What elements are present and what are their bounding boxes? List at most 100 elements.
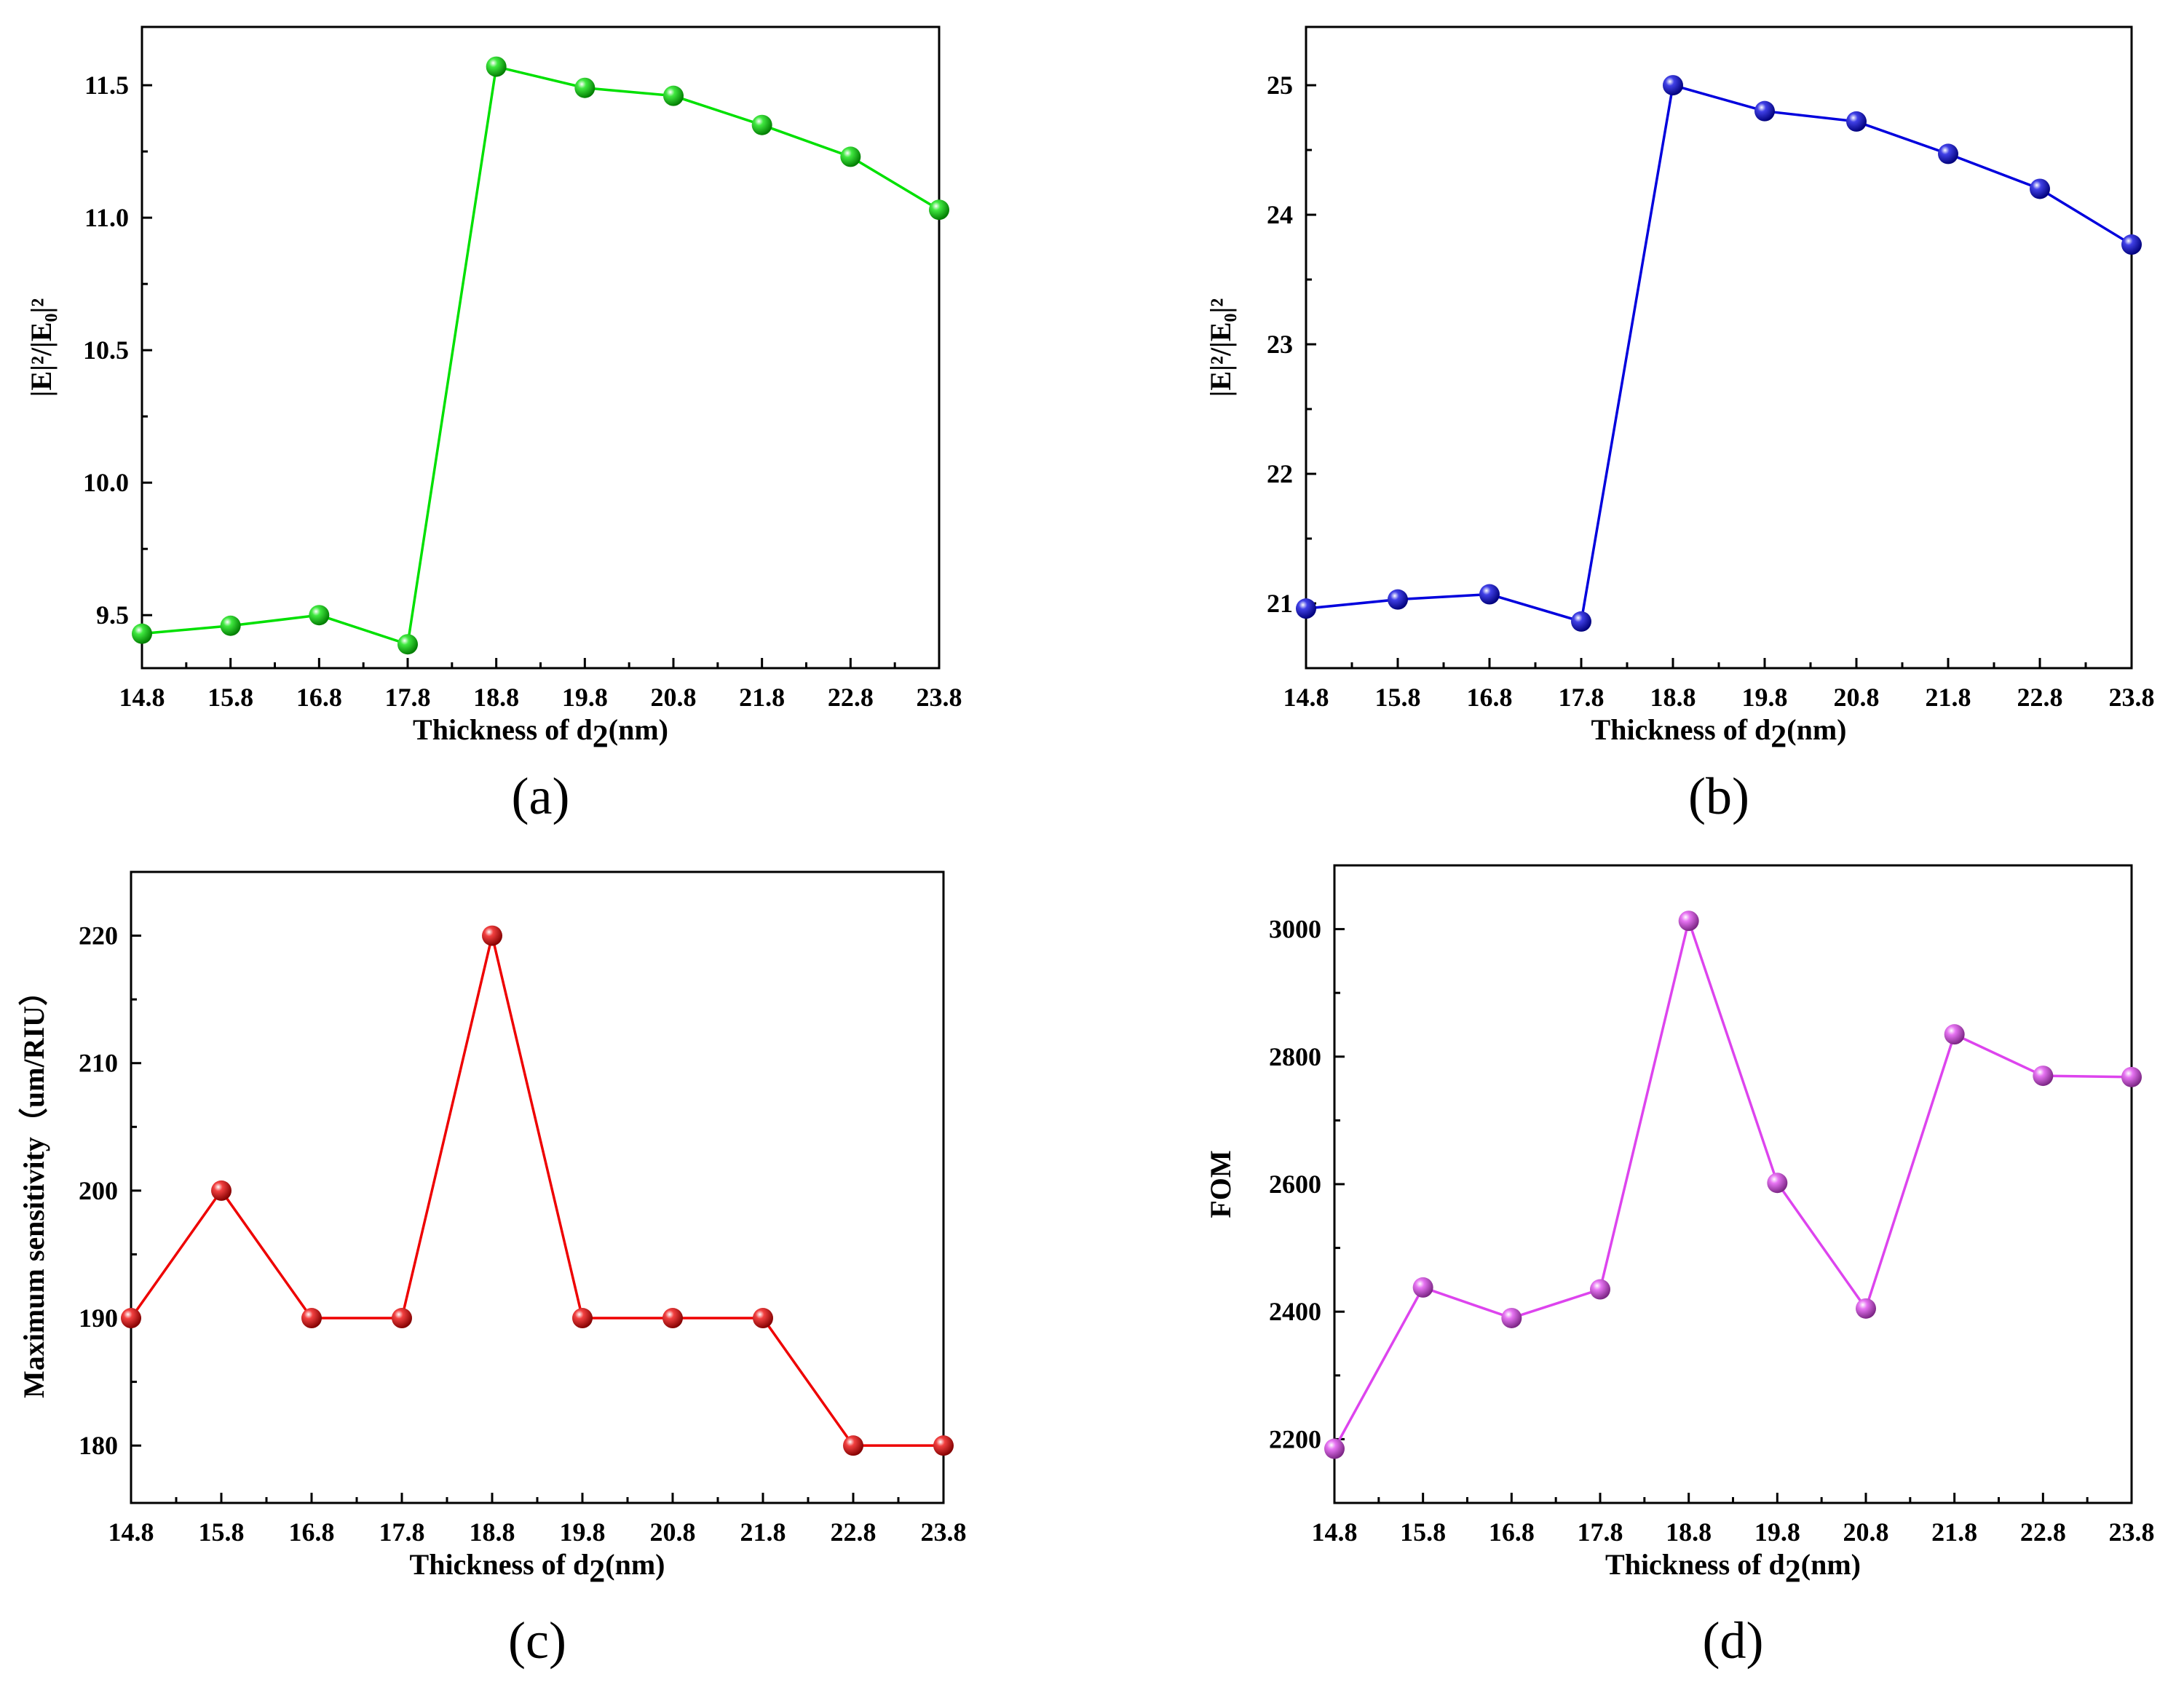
y-tick-label: 24 xyxy=(1267,200,1293,229)
x-tick-label: 17.8 xyxy=(385,683,431,712)
x-tick-label: 22.8 xyxy=(831,1517,877,1547)
data-point xyxy=(482,925,502,946)
data-point xyxy=(2121,234,2142,255)
x-tick-label: 18.8 xyxy=(470,1517,515,1547)
x-tick-label: 17.8 xyxy=(379,1517,425,1547)
data-point xyxy=(1767,1173,1788,1194)
x-tick-label: 19.8 xyxy=(560,1517,606,1547)
x-tick-label: 21.8 xyxy=(740,1517,786,1547)
x-tick-label: 23.8 xyxy=(917,683,962,712)
data-point xyxy=(1856,1298,1876,1319)
data-point xyxy=(933,1435,954,1456)
x-tick-label: 21.8 xyxy=(1931,1517,1977,1547)
x-tick-label: 15.8 xyxy=(1400,1517,1446,1547)
x-tick-label: 23.8 xyxy=(2109,1517,2155,1547)
data-point xyxy=(574,77,596,98)
data-point xyxy=(132,623,152,644)
x-tick-label: 16.8 xyxy=(296,683,342,712)
x-tick-label: 14.8 xyxy=(108,1517,154,1547)
plot-frame xyxy=(130,870,945,1504)
x-tick-label: 17.8 xyxy=(1578,1517,1623,1547)
data-point xyxy=(572,1308,593,1329)
series-line xyxy=(130,935,943,1447)
y-tick-label: 210 xyxy=(79,1049,118,1078)
data-point xyxy=(1846,111,1867,132)
data-point xyxy=(843,1435,863,1456)
data-point xyxy=(392,1308,412,1329)
data-point xyxy=(751,114,772,135)
x-tick-label: 18.8 xyxy=(473,683,519,712)
x-tick-label: 19.8 xyxy=(562,683,608,712)
data-point xyxy=(309,605,330,626)
data-point xyxy=(1590,1279,1610,1300)
data-point xyxy=(1324,1438,1345,1459)
x-tick-label: 18.8 xyxy=(1650,683,1696,712)
x-axis-label: Thickness of d2(nm) xyxy=(1591,713,1847,754)
y-tick-label: 22 xyxy=(1267,459,1293,488)
data-point xyxy=(2033,1066,2054,1087)
plot-frame xyxy=(1305,25,2133,670)
panel-label: (d) xyxy=(1703,1611,1764,1670)
y-tick-label: 180 xyxy=(79,1431,118,1460)
y-tick-label: 200 xyxy=(79,1176,118,1205)
series-line xyxy=(1333,916,2132,1450)
x-tick-label: 16.8 xyxy=(1489,1517,1535,1547)
x-tick-label: 20.8 xyxy=(1843,1517,1889,1547)
y-tick-label: 21 xyxy=(1267,589,1293,618)
y-tick-label: 11.0 xyxy=(84,203,129,232)
x-tick-label: 15.8 xyxy=(199,1517,245,1547)
x-tick-label: 21.8 xyxy=(739,683,785,712)
data-point xyxy=(2030,178,2050,199)
data-point xyxy=(929,199,949,221)
y-tick-label: 2600 xyxy=(1269,1170,1321,1199)
data-point xyxy=(121,1308,141,1329)
y-tick-label: 10.5 xyxy=(83,336,129,365)
data-point xyxy=(2121,1066,2142,1087)
x-tick-label: 23.8 xyxy=(2109,683,2155,712)
panel-b: 14.8 15.8 16.8 17.8 18.8 19.8 20.8 21.8 22.8 23.8… xyxy=(1204,25,2155,825)
data-point xyxy=(220,615,241,636)
x-tick-label: 19.8 xyxy=(1742,683,1788,712)
y-tick-label: 9.5 xyxy=(96,600,129,630)
x-tick-label: 19.8 xyxy=(1754,1517,1800,1547)
data-point xyxy=(662,1308,683,1329)
x-axis-label: Thickness of d2(nm) xyxy=(413,713,668,754)
x-tick-label: 22.8 xyxy=(2020,1517,2066,1547)
panel-d: 14.8 15.8 16.8 17.8 18.8 19.8 20.8 21.8 22.8 23.8… xyxy=(1204,864,2155,1670)
y-tick-label: 2800 xyxy=(1269,1042,1321,1071)
data-point xyxy=(486,56,507,77)
panel-label: (a) xyxy=(512,767,570,825)
y-axis-label: |E|²/|E₀|² xyxy=(1204,298,1237,397)
x-tick-label: 22.8 xyxy=(2017,683,2063,712)
series-line xyxy=(141,65,940,646)
plot-frame xyxy=(141,25,941,670)
data-point xyxy=(1479,584,1500,605)
x-tick-label: 20.8 xyxy=(1834,683,1880,712)
data-point xyxy=(753,1308,773,1329)
data-point xyxy=(1663,75,1683,96)
x-axis-label: Thickness of d2(nm) xyxy=(1605,1548,1861,1589)
y-tick-label: 190 xyxy=(79,1304,118,1333)
data-point xyxy=(1571,611,1591,632)
y-tick-label: 25 xyxy=(1267,71,1293,100)
y-tick-label: 11.5 xyxy=(84,71,129,100)
plot-frame xyxy=(1333,864,2133,1504)
panel-label: (b) xyxy=(1688,767,1749,825)
data-point xyxy=(1501,1307,1522,1328)
x-tick-label: 16.8 xyxy=(1467,683,1513,712)
x-tick-label: 18.8 xyxy=(1666,1517,1712,1547)
data-point xyxy=(397,634,418,655)
x-tick-label: 23.8 xyxy=(921,1517,967,1547)
y-tick-label: 3000 xyxy=(1269,915,1321,944)
y-tick-label: 10.0 xyxy=(83,468,129,497)
x-tick-label: 17.8 xyxy=(1559,683,1605,712)
y-tick-label: 220 xyxy=(79,921,118,951)
data-point xyxy=(840,146,861,167)
x-tick-label: 14.8 xyxy=(1312,1517,1358,1547)
data-point xyxy=(1412,1277,1433,1298)
data-point xyxy=(663,85,684,106)
data-point xyxy=(1388,589,1408,610)
panel-a: 14.8 15.8 16.8 17.8 18.8 19.8 20.8 21.8 22.8 23.8… xyxy=(25,25,962,825)
x-tick-label: 22.8 xyxy=(828,683,874,712)
